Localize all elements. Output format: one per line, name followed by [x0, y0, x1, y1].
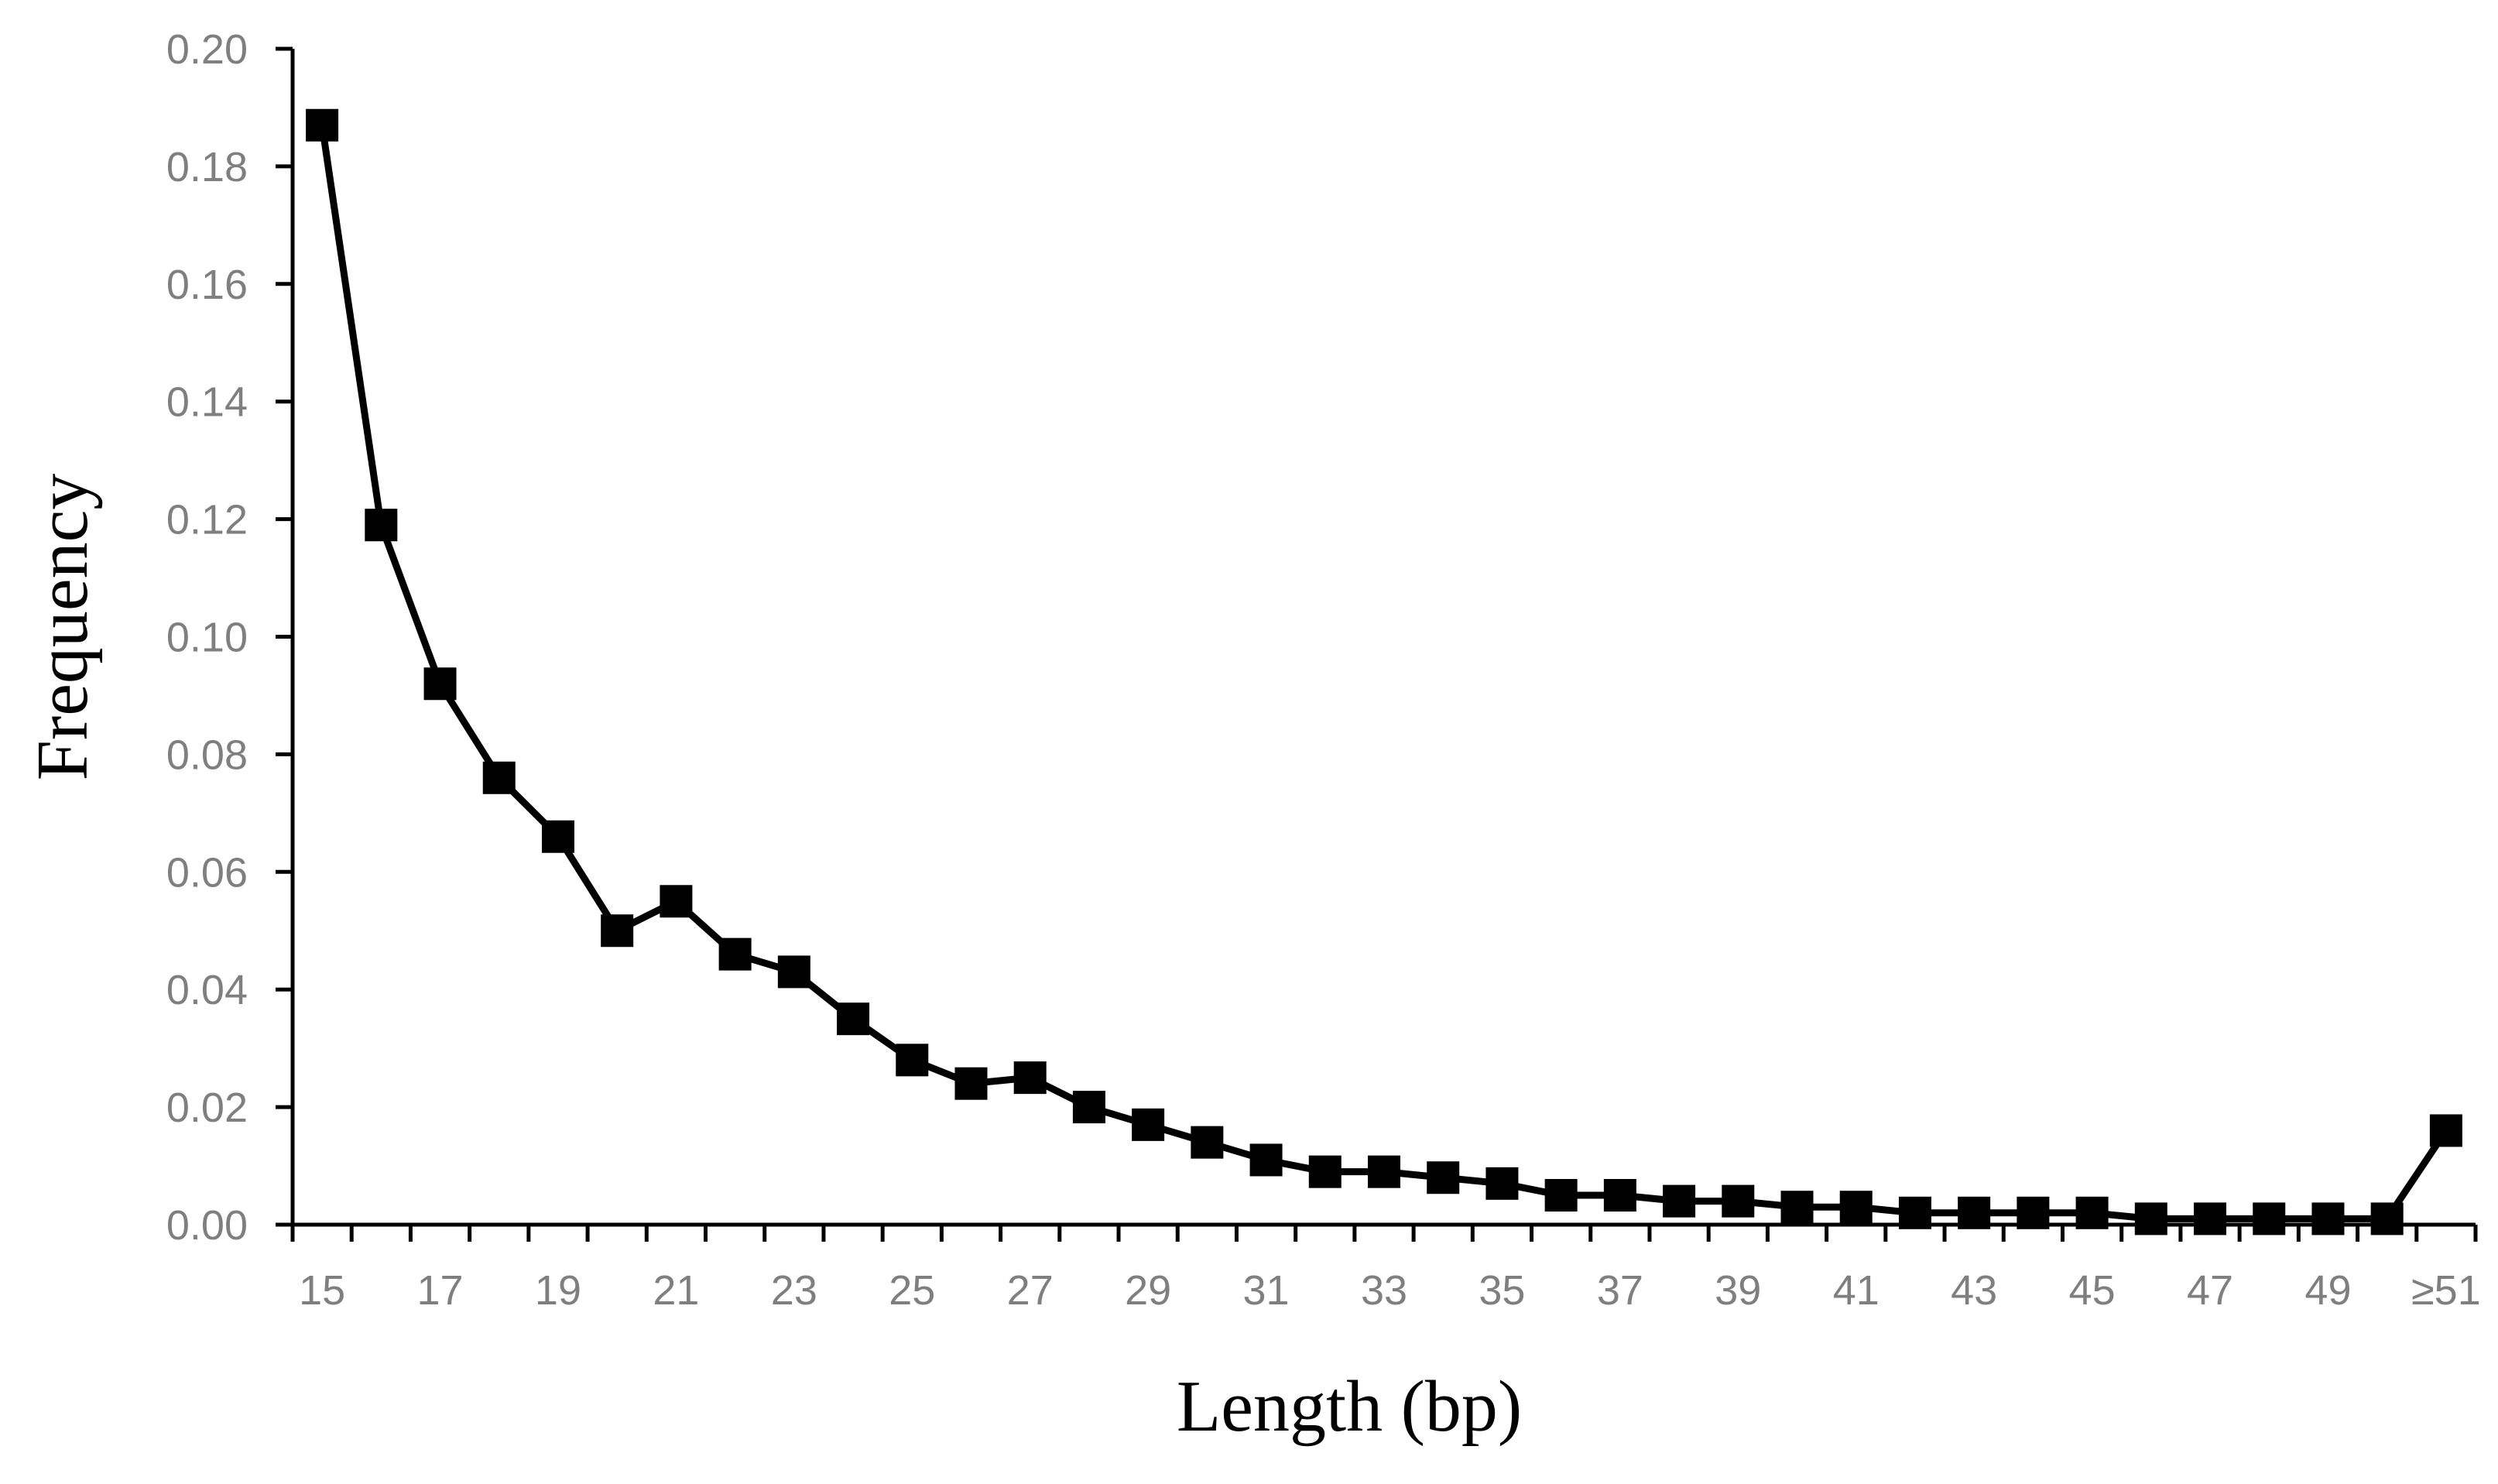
- data-point-16: [365, 509, 398, 542]
- data-point-49: [2311, 1202, 2345, 1236]
- x-tick-label: 31: [1243, 1267, 1290, 1314]
- data-point-44: [2017, 1196, 2050, 1229]
- y-tick-label: 0.06: [166, 849, 248, 896]
- data-point-31: [1249, 1143, 1283, 1177]
- data-point-21: [660, 885, 693, 918]
- x-tick-label: 39: [1715, 1267, 1761, 1314]
- x-tick-label: 47: [2187, 1267, 2233, 1314]
- x-tick-label: ≥51: [2411, 1267, 2481, 1314]
- data-point-25: [896, 1044, 929, 1077]
- data-point-38: [1663, 1184, 1696, 1218]
- y-axis-ticks: 0.00 0.02 0.04 0.06 0.08 0.10 0.12 0.14 0.16 0.18…: [166, 26, 293, 1249]
- data-point-36: [1544, 1179, 1578, 1212]
- data-point-39: [1722, 1184, 1755, 1218]
- data-point-32: [1308, 1155, 1342, 1188]
- x-axis-title: Length (bp): [1177, 1366, 1522, 1447]
- data-point-≥51: [2429, 1114, 2462, 1147]
- data-point-35: [1485, 1167, 1519, 1200]
- y-tick-label: 0.20: [166, 26, 248, 73]
- data-point-29: [1132, 1108, 1165, 1141]
- x-tick-label: 21: [653, 1267, 699, 1314]
- data-point-40: [1780, 1191, 1814, 1224]
- x-tick-label: 19: [535, 1267, 581, 1314]
- data-point-26: [954, 1067, 988, 1100]
- x-tick-label: 25: [889, 1267, 935, 1314]
- series-line-group: [318, 125, 2449, 1222]
- y-axis-title: Frequency: [22, 474, 103, 781]
- y-tick-label: 0.02: [166, 1085, 248, 1131]
- data-point-43: [1958, 1196, 1991, 1229]
- data-point-34: [1427, 1161, 1460, 1194]
- data-point-17: [423, 667, 457, 701]
- data-point-50: [2370, 1202, 2404, 1236]
- x-tick-label: 35: [1479, 1267, 1525, 1314]
- y-tick-label: 0.18: [166, 144, 248, 190]
- x-axis-ticks: 15 17 19 21 23 25 27 29 31 33 35 37 39 41 43 45 47 49 ≥51: [290, 1225, 2481, 1314]
- x-tick-label: 17: [417, 1267, 464, 1314]
- x-tick-label: 49: [2304, 1267, 2351, 1314]
- y-tick-label: 0.16: [166, 262, 248, 308]
- data-point-41: [1839, 1191, 1873, 1224]
- x-tick-label: 43: [1951, 1267, 1997, 1314]
- x-tick-label: 23: [771, 1267, 817, 1314]
- y-tick-label: 0.10: [166, 615, 248, 661]
- y-tick-label: 0.14: [166, 379, 248, 426]
- data-point-20: [601, 914, 634, 948]
- x-tick-label: 45: [2069, 1267, 2116, 1314]
- data-point-48: [2253, 1202, 2286, 1236]
- data-point-22: [718, 937, 752, 971]
- x-tick-label: 15: [299, 1267, 345, 1314]
- x-tick-label: 27: [1007, 1267, 1054, 1314]
- data-point-19: [541, 820, 574, 853]
- data-point-27: [1013, 1061, 1047, 1095]
- data-point-18: [482, 761, 516, 794]
- data-point-37: [1603, 1179, 1636, 1212]
- data-point-42: [1898, 1196, 1931, 1229]
- y-tick-label: 0.12: [166, 497, 248, 543]
- y-tick-label: 0.08: [166, 732, 248, 778]
- data-point-23: [777, 955, 810, 989]
- y-tick-label: 0.00: [166, 1202, 248, 1249]
- data-point-46: [2134, 1202, 2167, 1236]
- x-tick-label: 29: [1125, 1267, 1171, 1314]
- data-point-15: [306, 108, 339, 142]
- data-point-markers: [306, 108, 2462, 1236]
- x-tick-label: 41: [1833, 1267, 1879, 1314]
- data-point-30: [1191, 1126, 1224, 1159]
- series-line: [318, 125, 2449, 1222]
- x-tick-label: 33: [1361, 1267, 1407, 1314]
- data-point-24: [837, 1002, 870, 1036]
- data-point-47: [2194, 1202, 2227, 1236]
- data-point-45: [2075, 1196, 2109, 1229]
- x-tick-label: 37: [1597, 1267, 1643, 1314]
- data-point-28: [1072, 1091, 1105, 1124]
- data-point-33: [1368, 1155, 1400, 1188]
- y-tick-label: 0.04: [166, 967, 248, 1013]
